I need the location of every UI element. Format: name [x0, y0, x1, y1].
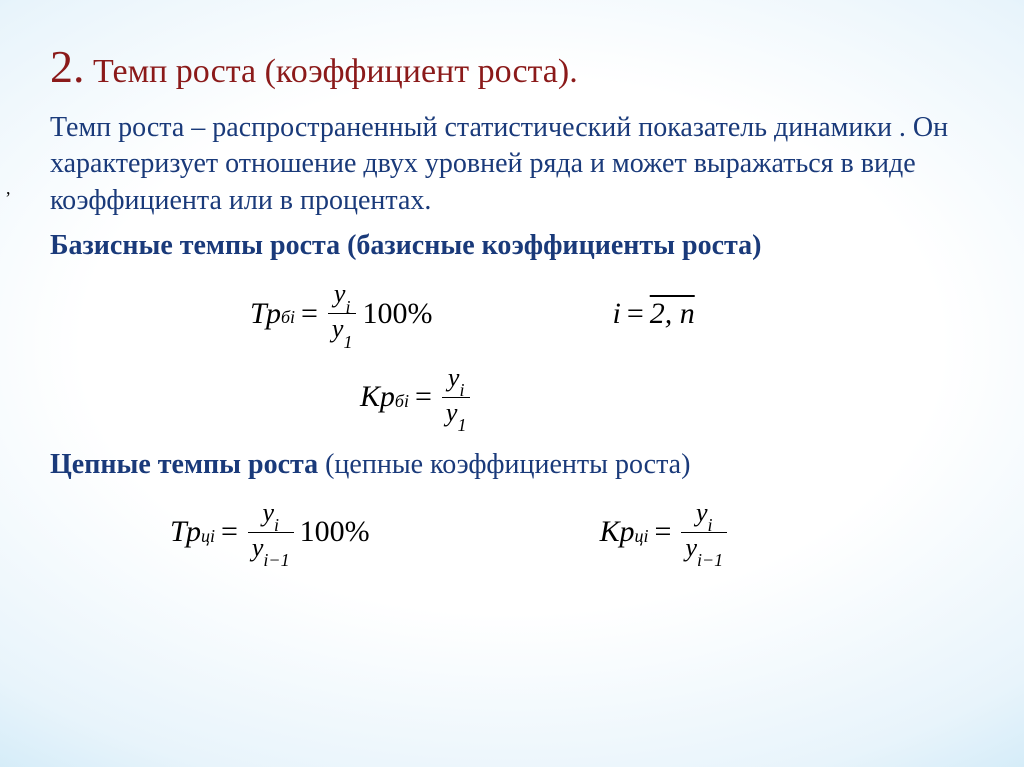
chain-heading: Цепные темпы роста (цепные коэффициенты …: [50, 449, 974, 481]
formula-tr-basis: Трбі = yi y1 100%: [250, 280, 432, 347]
formula-row-basis-tr: Трбі = yi y1 100% i = 2, n: [50, 280, 974, 347]
section-title-text: Темп роста (коэффициент роста).: [93, 53, 578, 90]
formula-tr-chain: Трці = yi yi−1 100%: [170, 499, 370, 566]
intro-paragraph: Темп роста – распространенный статистиче…: [50, 110, 974, 221]
section-number: 2.: [50, 41, 85, 92]
formula-row-chain: Трці = yi yi−1 100% Крці = yi yi−1: [50, 499, 974, 566]
stray-comma: ,: [6, 178, 11, 199]
formula-kr-chain: Крці = yi yi−1: [600, 499, 732, 566]
section-title: 2. Темп роста (коэффициент роста).: [50, 38, 974, 96]
basis-heading: Базисные темпы роста (базисные коэффицие…: [50, 230, 974, 262]
chain-heading-b: (цепные коэффициенты роста): [318, 449, 690, 480]
chain-heading-a: Цепные темпы роста: [50, 449, 318, 480]
formula-i-range: i = 2, n: [612, 297, 694, 331]
formula-kr-basis: Крбі = yi y1: [360, 364, 474, 431]
formula-row-basis-kr: Крбі = yi y1: [50, 364, 974, 431]
